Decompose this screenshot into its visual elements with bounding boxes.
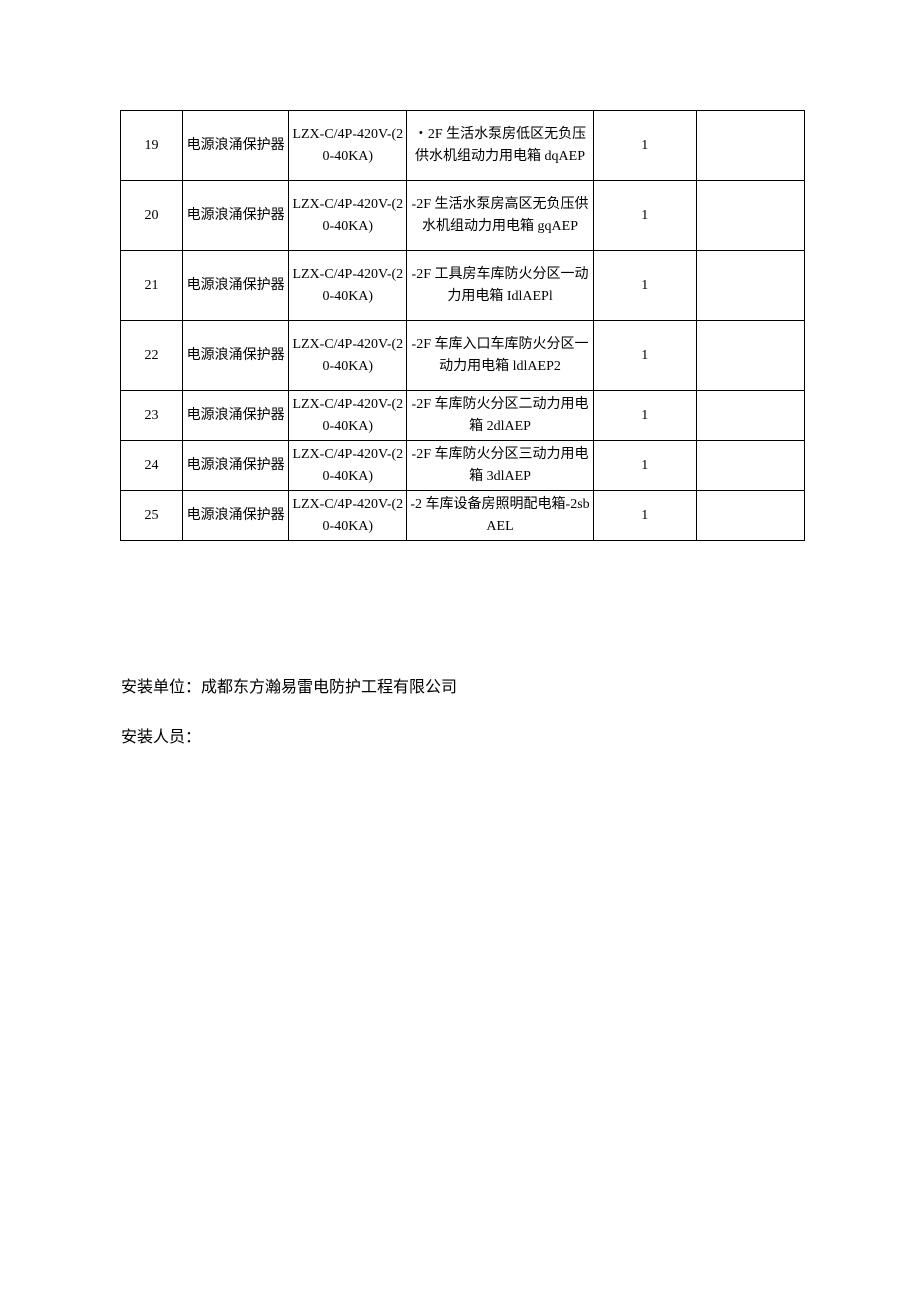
cell-name: 电源浪涌保护器 xyxy=(183,111,289,181)
cell-name: 电源浪涌保护器 xyxy=(183,441,289,491)
cell-remark xyxy=(696,251,804,321)
cell-location: -2F 生活水泵房高区无负压供水机组动力用电箱 gqAEP xyxy=(407,181,593,251)
cell-remark xyxy=(696,441,804,491)
table-body: 19 电源浪涌保护器 LZX-C/4P-420V-(20-40KA) ・2F 生… xyxy=(121,111,805,541)
cell-model: LZX-C/4P-420V-(20-40KA) xyxy=(289,441,407,491)
table-row: 24 电源浪涌保护器 LZX-C/4P-420V-(20-40KA) -2F 车… xyxy=(121,441,805,491)
cell-remark xyxy=(696,181,804,251)
cell-num: 25 xyxy=(121,491,183,541)
install-unit-line: 安装单位：成都东方瀚易雷电防护工程有限公司 xyxy=(121,676,805,700)
cell-name: 电源浪涌保护器 xyxy=(183,391,289,441)
install-person-label: 安装人员： xyxy=(121,729,201,746)
cell-model: LZX-C/4P-420V-(20-40KA) xyxy=(289,391,407,441)
cell-num: 19 xyxy=(121,111,183,181)
cell-location: -2F 工具房车库防火分区一动力用电箱 IdlAEPl xyxy=(407,251,593,321)
cell-remark xyxy=(696,491,804,541)
table-row: 19 电源浪涌保护器 LZX-C/4P-420V-(20-40KA) ・2F 生… xyxy=(121,111,805,181)
cell-qty: 1 xyxy=(593,441,696,491)
cell-location: ・2F 生活水泵房低区无负压供水机组动力用电箱 dqAEP xyxy=(407,111,593,181)
install-unit-value: 成都东方瀚易雷电防护工程有限公司 xyxy=(201,679,457,696)
cell-qty: 1 xyxy=(593,491,696,541)
cell-model: LZX-C/4P-420V-(20-40KA) xyxy=(289,181,407,251)
cell-location: -2F 车库防火分区三动力用电箱 3dlAEP xyxy=(407,441,593,491)
cell-name: 电源浪涌保护器 xyxy=(183,491,289,541)
cell-name: 电源浪涌保护器 xyxy=(183,181,289,251)
cell-remark xyxy=(696,391,804,441)
cell-model: LZX-C/4P-420V-(20-40KA) xyxy=(289,321,407,391)
cell-remark xyxy=(696,321,804,391)
install-unit-label: 安装单位： xyxy=(121,679,201,696)
cell-num: 21 xyxy=(121,251,183,321)
cell-location: -2F 车库入口车库防火分区一动力用电箱 ldlAEP2 xyxy=(407,321,593,391)
cell-name: 电源浪涌保护器 xyxy=(183,321,289,391)
footer-section: 安装单位：成都东方瀚易雷电防护工程有限公司 安装人员： xyxy=(120,676,805,750)
cell-model: LZX-C/4P-420V-(20-40KA) xyxy=(289,491,407,541)
cell-num: 23 xyxy=(121,391,183,441)
table-row: 22 电源浪涌保护器 LZX-C/4P-420V-(20-40KA) -2F 车… xyxy=(121,321,805,391)
cell-qty: 1 xyxy=(593,111,696,181)
cell-model: LZX-C/4P-420V-(20-40KA) xyxy=(289,251,407,321)
cell-qty: 1 xyxy=(593,391,696,441)
equipment-table: 19 电源浪涌保护器 LZX-C/4P-420V-(20-40KA) ・2F 生… xyxy=(120,110,805,541)
cell-num: 24 xyxy=(121,441,183,491)
cell-qty: 1 xyxy=(593,181,696,251)
cell-model: LZX-C/4P-420V-(20-40KA) xyxy=(289,111,407,181)
table-row: 23 电源浪涌保护器 LZX-C/4P-420V-(20-40KA) -2F 车… xyxy=(121,391,805,441)
page-content: 19 电源浪涌保护器 LZX-C/4P-420V-(20-40KA) ・2F 生… xyxy=(120,110,805,750)
cell-qty: 1 xyxy=(593,321,696,391)
cell-num: 22 xyxy=(121,321,183,391)
cell-name: 电源浪涌保护器 xyxy=(183,251,289,321)
cell-remark xyxy=(696,111,804,181)
table-row: 21 电源浪涌保护器 LZX-C/4P-420V-(20-40KA) -2F 工… xyxy=(121,251,805,321)
install-person-line: 安装人员： xyxy=(121,726,805,750)
table-row: 20 电源浪涌保护器 LZX-C/4P-420V-(20-40KA) -2F 生… xyxy=(121,181,805,251)
cell-location: -2 车库设备房照明配电箱-2sbAEL xyxy=(407,491,593,541)
cell-location: -2F 车库防火分区二动力用电箱 2dlAEP xyxy=(407,391,593,441)
cell-qty: 1 xyxy=(593,251,696,321)
cell-num: 20 xyxy=(121,181,183,251)
table-row: 25 电源浪涌保护器 LZX-C/4P-420V-(20-40KA) -2 车库… xyxy=(121,491,805,541)
